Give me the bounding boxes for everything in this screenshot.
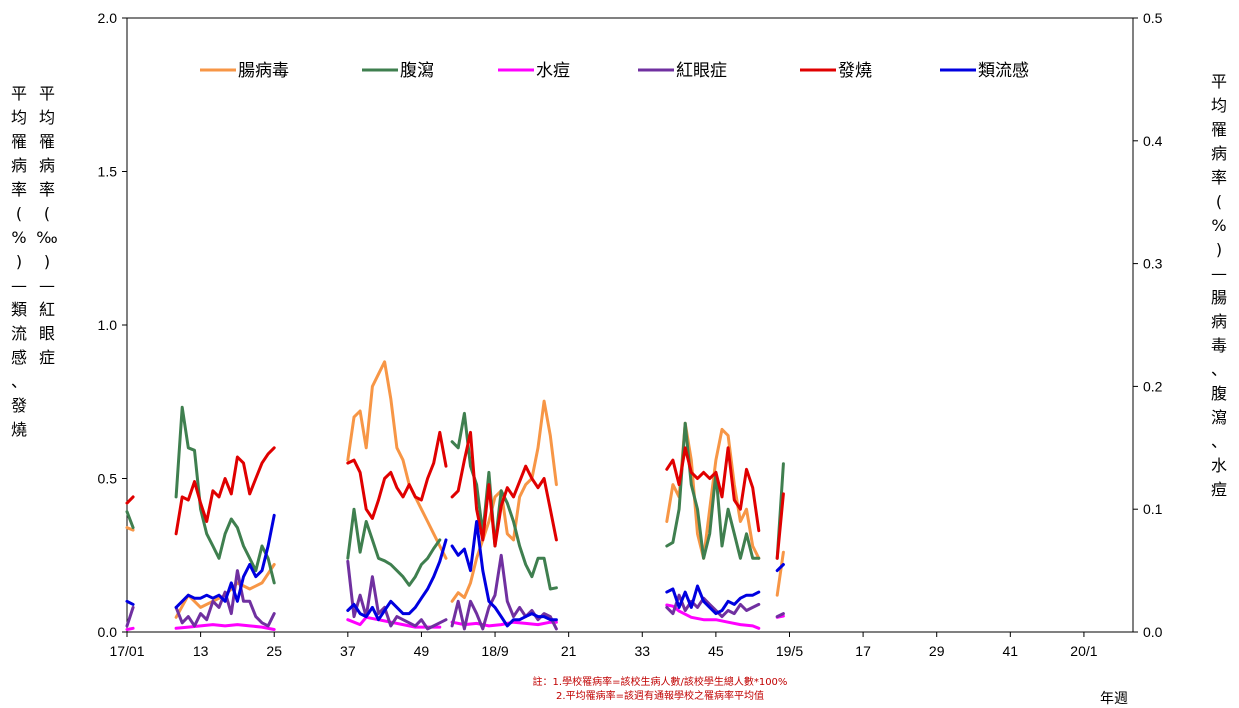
x-axis-tick-label: 45 [708, 643, 724, 659]
right-axis-tick-label: 0.4 [1143, 133, 1163, 149]
series-line-紅眼症 [775, 612, 785, 619]
left-axis-tick-label: 1.5 [98, 164, 118, 180]
right-axis-tick-label: 0.2 [1143, 378, 1163, 394]
series-line-水痘 [125, 626, 135, 631]
series-line-發燒 [665, 446, 761, 533]
x-axis-unit-label: 年週 [1100, 691, 1128, 707]
series-line-腹瀉 [174, 405, 276, 585]
series-line-發燒 [775, 492, 785, 560]
series-line-腸病毒 [450, 399, 558, 603]
series-line-發燒 [346, 430, 448, 520]
footnote-line-2: 2.平均罹病率=該週有通報學校之罹病率平均值 [556, 691, 764, 702]
legend-label-發燒: 發燒 [838, 61, 872, 81]
series-line-紅眼症 [125, 605, 135, 628]
series-line-紅眼症 [450, 553, 558, 631]
x-axis-tick-label: 18/9 [481, 643, 508, 659]
x-axis-tick-label: 17/01 [109, 643, 144, 659]
left-axis-label-flu-fever: 平 均 罹 病 率 ( % ) — 類 流 感 、 發 燒 [10, 84, 27, 439]
x-axis-tick-label: 37 [340, 643, 356, 659]
series-line-水痘 [174, 623, 276, 631]
series-line-類流感 [174, 513, 276, 609]
right-axis-tick-label: 0.5 [1143, 10, 1163, 26]
series-line-發燒 [450, 430, 558, 548]
legend-label-水痘: 水痘 [536, 61, 570, 81]
left-axis-tick-label: 0.0 [98, 624, 118, 640]
series-line-類流感 [450, 520, 558, 628]
series-line-腹瀉 [125, 510, 135, 530]
x-axis-tick-label: 41 [1003, 643, 1019, 659]
x-axis-tick-label: 25 [266, 643, 282, 659]
left-axis-tick-label: 1.0 [98, 317, 118, 333]
legend-label-紅眼症: 紅眼症 [676, 61, 727, 81]
legend-label-腸病毒: 腸病毒 [238, 61, 289, 81]
series-line-類流感 [346, 538, 448, 622]
series-line-發燒 [125, 495, 135, 505]
x-axis-tick-label: 19/5 [776, 643, 803, 659]
right-axis-label: 平 均 罹 病 率 ( % ) — 腸 病 毒 、 腹 瀉 、 水 痘 [1210, 72, 1227, 499]
x-axis-tick-label: 29 [929, 643, 945, 659]
series-line-紅眼症 [346, 559, 448, 631]
series-line-類流感 [665, 584, 761, 616]
series-line-發燒 [174, 446, 276, 536]
footnote-line-1: 註：1.學校罹病率=該校生病人數/該校學生總人數*100% [532, 677, 788, 688]
x-axis-tick-label: 21 [561, 643, 577, 659]
legend-label-腹瀉: 腹瀉 [400, 61, 434, 81]
left-axis-tick-label: 2.0 [98, 10, 118, 26]
right-axis-tick-label: 0.1 [1143, 501, 1163, 517]
right-axis-tick-label: 0.3 [1143, 256, 1163, 272]
series-line-腹瀉 [665, 421, 761, 560]
x-axis-tick-label: 49 [414, 643, 430, 659]
series-line-類流感 [125, 599, 135, 606]
x-axis-tick-label: 13 [193, 643, 209, 659]
series-line-紅眼症 [174, 569, 276, 628]
left-axis-label-conjunctivitis: 平 均 罹 病 率 ( ‰ ) — 紅 眼 症 [36, 84, 58, 367]
series-line-類流感 [775, 563, 785, 573]
x-axis-tick-label: 33 [634, 643, 650, 659]
series-line-腹瀉 [346, 507, 442, 587]
left-axis-tick-label: 0.5 [98, 471, 118, 487]
x-axis-tick-label: 17 [855, 643, 871, 659]
right-axis-tick-label: 0.0 [1143, 624, 1163, 640]
plot-area-frame [126, 17, 1134, 633]
legend-label-類流感: 類流感 [978, 61, 1029, 81]
series-line-腸病毒 [775, 550, 785, 597]
series-line-腸病毒 [346, 360, 448, 560]
series-line-腸病毒 [125, 526, 135, 532]
x-axis-tick-label: 20/1 [1070, 643, 1097, 659]
